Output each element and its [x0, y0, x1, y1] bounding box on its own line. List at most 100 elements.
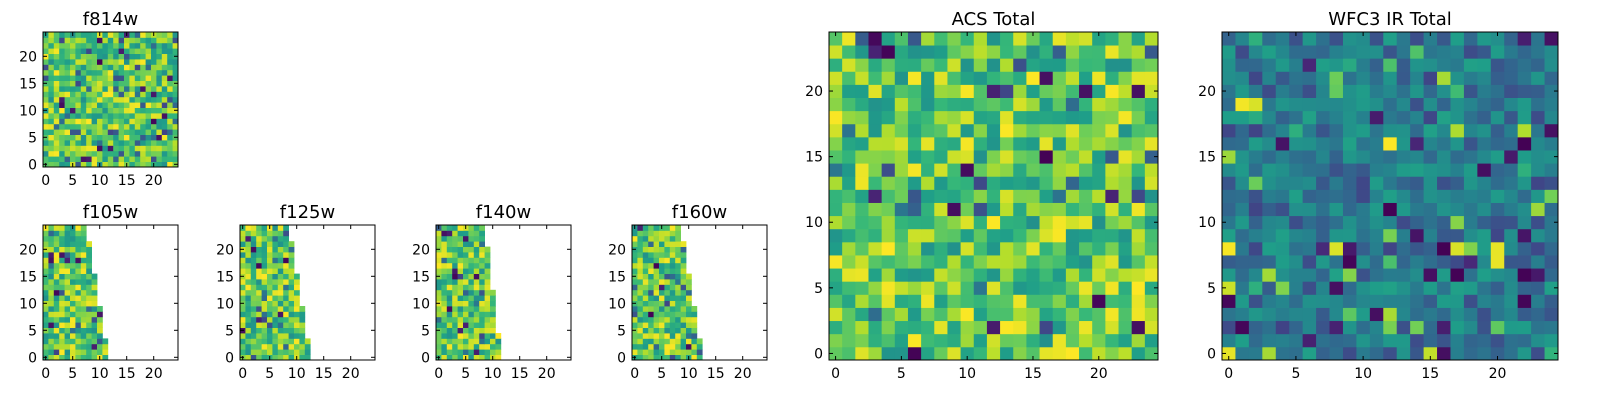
heatmap-cell: [457, 306, 464, 312]
heatmap-cell: [907, 255, 922, 269]
heatmap-cell: [53, 343, 60, 350]
heatmap-cell: [1013, 281, 1027, 295]
heatmap-cell: [261, 311, 268, 318]
heatmap-cell: [842, 215, 856, 230]
heatmap-cell: [272, 246, 279, 253]
heatmap-cell: [1531, 346, 1545, 361]
heatmap-cell: [70, 306, 76, 312]
heatmap-cell: [1410, 294, 1424, 308]
heatmap-cell: [468, 300, 475, 307]
heatmap-cell: [1517, 163, 1532, 177]
heatmap-cell: [156, 86, 163, 92]
heatmap-cell: [1248, 255, 1263, 269]
heatmap-cell: [1026, 294, 1040, 308]
heatmap-cell: [1342, 45, 1357, 59]
heatmap-cell: [1289, 281, 1304, 295]
heatmap-cell: [245, 252, 252, 258]
heatmap-cell: [145, 64, 152, 71]
heatmap-cell: [245, 316, 252, 323]
y-tick-label: 20: [805, 84, 823, 100]
heatmap-cell: [1463, 281, 1478, 295]
heatmap-cell: [441, 327, 448, 334]
heatmap-cell: [70, 75, 76, 81]
heatmap-cell: [1463, 84, 1478, 98]
heatmap-cell: [91, 134, 98, 141]
heatmap-cell: [1039, 268, 1054, 282]
heatmap-cell: [1342, 58, 1357, 72]
heatmap-cell: [167, 59, 173, 65]
heatmap-cell: [868, 307, 883, 322]
heatmap-cell: [64, 59, 71, 65]
heatmap-cell: [1316, 333, 1330, 348]
heatmap-cell: [881, 84, 896, 98]
heatmap-cell: [86, 333, 92, 339]
heatmap-cell: [256, 295, 262, 301]
heatmap-cell: [921, 176, 935, 190]
heatmap-cell: [161, 140, 168, 146]
heatmap-cell: [457, 257, 464, 264]
heatmap-cell: [1065, 346, 1080, 361]
heatmap-cell: [267, 273, 273, 280]
heatmap-cell: [53, 300, 60, 307]
heatmap-cell: [48, 235, 55, 242]
heatmap-cell: [53, 230, 60, 237]
heatmap-cell: [1222, 346, 1236, 361]
heatmap-cell: [1248, 333, 1263, 348]
heatmap-cell: [283, 235, 289, 242]
heatmap-cell: [1144, 58, 1159, 72]
heatmap-cell: [272, 349, 279, 355]
heatmap-cell: [1410, 333, 1424, 348]
heatmap-cell: [277, 262, 284, 269]
heatmap-cell: [75, 333, 82, 339]
heatmap-cell: [1039, 176, 1054, 190]
heatmap-cell: [947, 255, 961, 269]
heatmap-cell: [479, 257, 485, 264]
heatmap-cell: [1410, 84, 1424, 98]
heatmap-cell: [1316, 97, 1330, 112]
heatmap-cell: [1463, 268, 1478, 282]
heatmap-cell: [113, 69, 119, 76]
heatmap-cell: [267, 306, 273, 312]
heatmap-cell: [1490, 189, 1505, 203]
heatmap-cell: [43, 86, 49, 92]
heatmap-cell: [1275, 255, 1290, 269]
heatmap-cell: [452, 338, 458, 345]
heatmap-cell: [250, 289, 257, 296]
heatmap-cell: [245, 241, 252, 247]
heatmap-cell: [457, 246, 464, 253]
heatmap-cell: [457, 349, 464, 355]
heatmap-cell: [1222, 84, 1236, 98]
heatmap-cell: [53, 289, 60, 296]
heatmap-cell: [102, 96, 109, 103]
heatmap-cell: [261, 306, 268, 312]
heatmap-cell: [659, 322, 665, 328]
heatmap-cell: [48, 145, 55, 152]
heatmap-cell: [91, 140, 98, 146]
heatmap-cell: [921, 163, 935, 177]
heatmap-cell: [97, 75, 103, 81]
heatmap-cell: [97, 349, 103, 355]
heatmap-cell: [80, 327, 87, 334]
heatmap-cell: [1026, 202, 1040, 217]
heatmap-cell: [1000, 32, 1014, 46]
heatmap-cell: [1092, 71, 1106, 85]
heatmap-cell: [457, 333, 464, 339]
heatmap-cell: [283, 257, 289, 264]
heatmap-cell: [1410, 136, 1424, 151]
heatmap-cell: [881, 346, 896, 361]
heatmap-cell: [272, 262, 279, 269]
heatmap-cell: [1013, 163, 1027, 177]
heatmap-cell: [1463, 215, 1478, 230]
heatmap-cell: [151, 113, 157, 119]
heatmap-cell: [1544, 45, 1559, 59]
heatmap-cell: [642, 257, 649, 264]
heatmap-cell: [91, 129, 98, 135]
heatmap-cell: [86, 80, 92, 87]
heatmap-cell: [70, 113, 76, 119]
heatmap-cell: [669, 284, 676, 291]
heatmap-cell: [161, 123, 168, 130]
heatmap-cell: [1342, 71, 1357, 85]
heatmap-cell: [1342, 281, 1357, 295]
heatmap-cell: [1463, 97, 1478, 112]
heatmap-cell: [479, 246, 485, 253]
